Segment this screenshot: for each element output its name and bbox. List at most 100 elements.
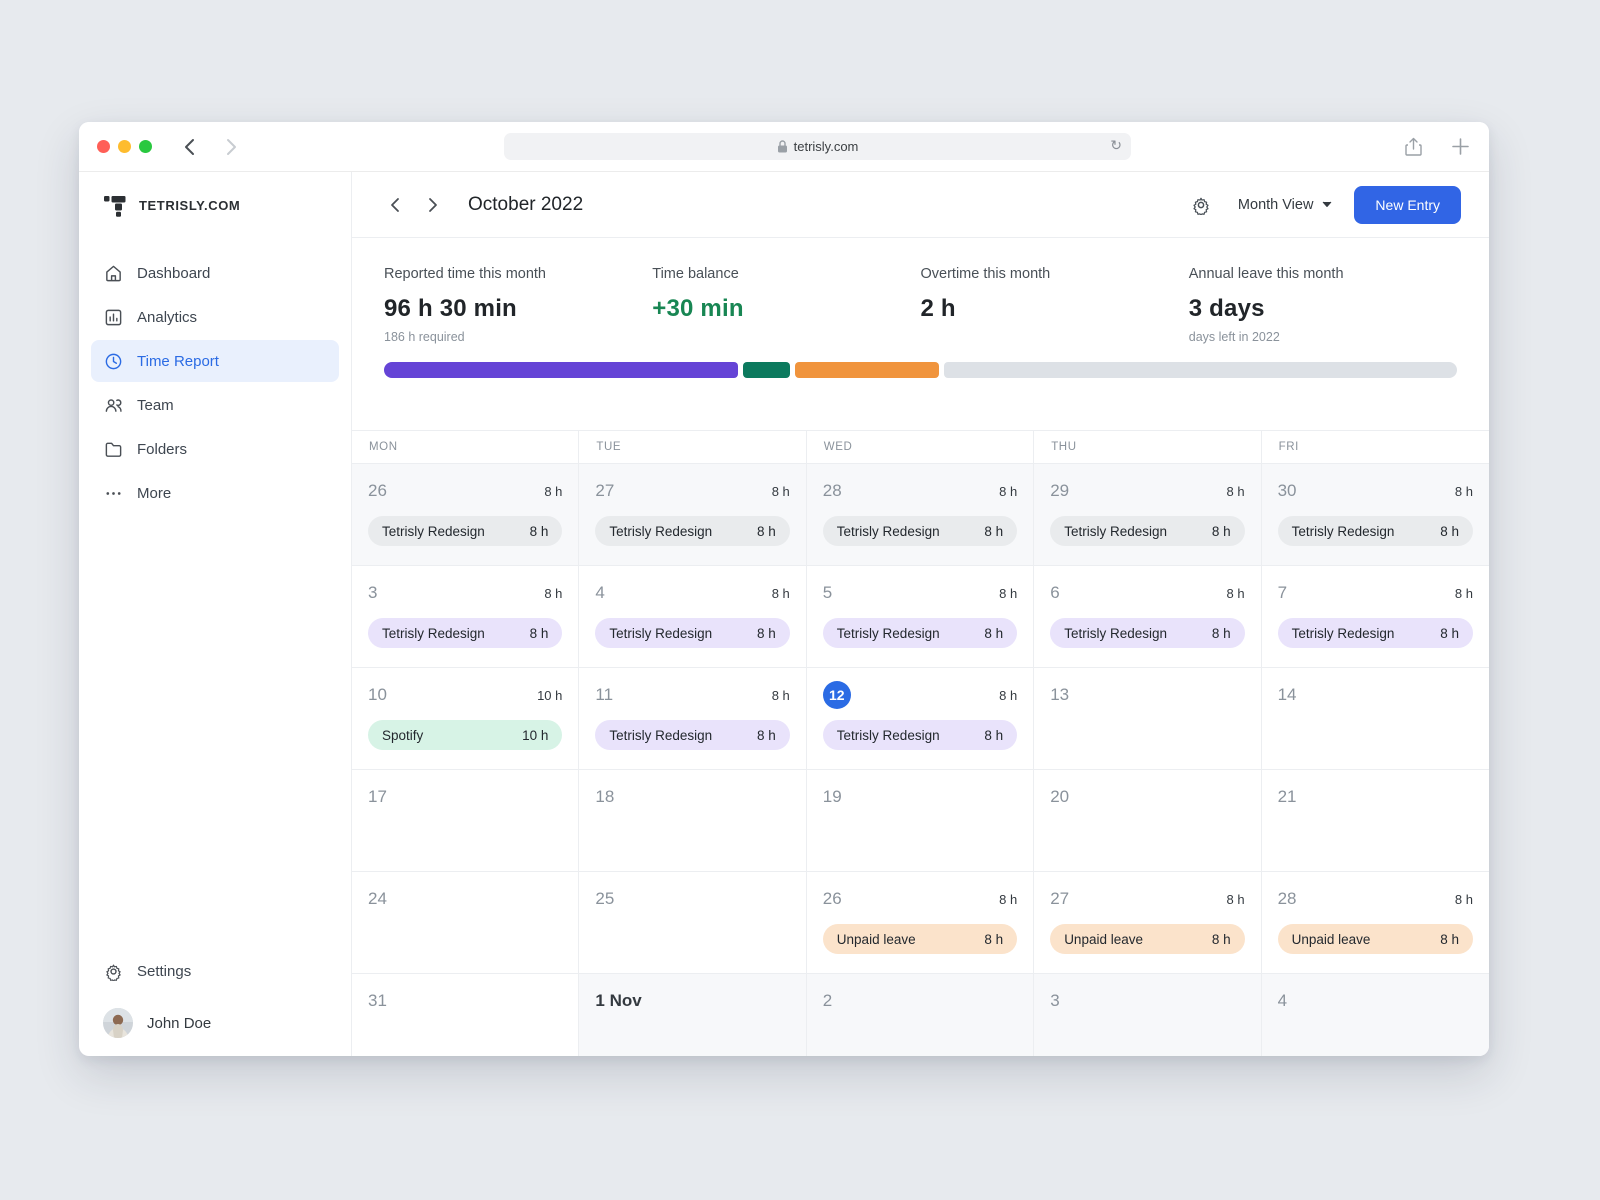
day-total-hours: 8 h xyxy=(544,585,563,601)
progress-segment-reported-time xyxy=(384,362,739,378)
calendar-day-cell[interactable]: 20 xyxy=(1034,770,1262,871)
share-icon[interactable] xyxy=(1405,137,1422,157)
time-entry-pill[interactable]: Tetrisly Redesign 8 h xyxy=(1277,618,1473,648)
day-total-hours: 8 h xyxy=(1226,585,1245,601)
progress-track xyxy=(944,362,1457,378)
calendar-day-cell[interactable]: 2 xyxy=(806,974,1035,1056)
calendar-day-cell[interactable]: 27 8 h Tetrisly Redesign 8 h xyxy=(579,464,807,565)
day-number: 10 xyxy=(368,685,387,704)
entry-project-label: Tetrisly Redesign xyxy=(836,727,940,743)
calendar-day-cell[interactable]: 3 xyxy=(1034,974,1262,1056)
time-entry-pill[interactable]: Tetrisly Redesign 8 h xyxy=(368,618,563,648)
calendar-day-cell[interactable]: 17 xyxy=(352,770,580,871)
calendar-day-cell[interactable]: 18 xyxy=(579,770,807,871)
calendar-day-cell[interactable]: 28 8 h Unpaid leave 8 h xyxy=(1261,872,1489,973)
close-window-button[interactable] xyxy=(97,140,110,153)
sidebar-item-analytics[interactable]: Analytics xyxy=(91,296,339,338)
logo-text: TETRISLY.COM xyxy=(139,197,241,213)
browser-forward-button[interactable] xyxy=(220,136,242,158)
time-entry-pill[interactable]: Tetrisly Redesign 8 h xyxy=(822,618,1018,648)
entry-hours: 10 h xyxy=(522,727,549,743)
minimize-window-button[interactable] xyxy=(118,140,131,153)
calendar-day-cell[interactable]: 14 xyxy=(1261,668,1489,769)
time-entry-pill[interactable]: Tetrisly Redesign 8 h xyxy=(1277,516,1473,546)
calendar-day-cell[interactable]: 5 8 h Tetrisly Redesign 8 h xyxy=(806,566,1035,667)
time-entry-pill[interactable]: Tetrisly Redesign 8 h xyxy=(595,618,790,648)
progress-segment-annual-leave xyxy=(795,362,940,378)
calendar-day-cell[interactable]: 27 8 h Unpaid leave 8 h xyxy=(1034,872,1262,973)
sidebar-item-settings[interactable]: Settings xyxy=(91,950,339,992)
zoom-window-button[interactable] xyxy=(139,140,152,153)
time-entry-pill[interactable]: Unpaid leave 8 h xyxy=(822,924,1018,954)
calendar-day-cell[interactable]: 1 Nov xyxy=(579,974,807,1056)
sidebar-item-folders[interactable]: Folders xyxy=(91,428,339,470)
sidebar-item-more[interactable]: More xyxy=(91,472,339,514)
address-bar[interactable]: tetrisly.com ↻ xyxy=(504,133,1131,160)
time-entry-pill[interactable]: Unpaid leave 8 h xyxy=(1050,924,1245,954)
calendar-day-cell[interactable]: 6 8 h Tetrisly Redesign 8 h xyxy=(1034,566,1262,667)
entry-hours: 8 h xyxy=(1440,523,1459,539)
time-entry-pill[interactable]: Tetrisly Redesign 8 h xyxy=(1050,618,1245,648)
entry-hours: 8 h xyxy=(1211,931,1231,947)
calendar-day-cell[interactable]: 28 8 h Tetrisly Redesign 8 h xyxy=(806,464,1035,565)
calendar-day-cell[interactable]: 7 8 h Tetrisly Redesign 8 h xyxy=(1261,566,1489,667)
day-number: 13 xyxy=(1050,685,1070,704)
browser-back-button[interactable] xyxy=(178,136,200,158)
time-entry-pill[interactable]: Tetrisly Redesign 8 h xyxy=(1050,516,1245,546)
time-entry-pill[interactable]: Tetrisly Redesign 8 h xyxy=(822,516,1018,546)
entry-hours: 8 h xyxy=(984,931,1004,947)
prev-month-button[interactable] xyxy=(380,190,410,220)
stat-value: 2 h xyxy=(920,295,956,322)
stat-value: 3 days xyxy=(1188,295,1265,322)
reload-icon[interactable]: ↻ xyxy=(1110,137,1122,153)
sidebar-item-dashboard[interactable]: Dashboard xyxy=(91,252,339,294)
entry-hours: 8 h xyxy=(757,625,776,641)
entry-project-label: Spotify xyxy=(382,727,424,743)
calendar-day-cell[interactable]: 12 8 h Tetrisly Redesign 8 h xyxy=(806,668,1035,769)
sidebar-item-label: More xyxy=(137,484,172,502)
user-profile[interactable]: John Doe xyxy=(91,1000,339,1038)
entry-hours: 8 h xyxy=(1440,931,1459,947)
calendar-day-cell[interactable]: 30 8 h Tetrisly Redesign 8 h xyxy=(1261,464,1489,565)
calendar-day-cell[interactable]: 13 xyxy=(1034,668,1262,769)
calendar-day-cell[interactable]: 26 8 h Tetrisly Redesign 8 h xyxy=(352,464,580,565)
calendar-day-cell[interactable]: 26 8 h Unpaid leave 8 h xyxy=(806,872,1035,973)
stat-label: Overtime this month xyxy=(920,266,1051,282)
time-entry-pill[interactable]: Spotify 10 h xyxy=(368,720,563,750)
calendar-day-cell[interactable]: 25 xyxy=(579,872,807,973)
calendar-day-cell[interactable]: 4 xyxy=(1261,974,1489,1056)
sidebar-item-label: Time Report xyxy=(137,352,219,370)
day-number: 11 xyxy=(595,685,614,704)
new-tab-icon[interactable] xyxy=(1452,138,1469,155)
day-number: 6 xyxy=(1050,583,1060,602)
calendar-day-cell[interactable]: 24 xyxy=(352,872,580,973)
stat-value: 96 h 30 min xyxy=(384,295,517,322)
time-entry-pill[interactable]: Tetrisly Redesign 8 h xyxy=(595,720,790,750)
calendar-day-cell[interactable]: 11 8 h Tetrisly Redesign 8 h xyxy=(579,668,807,769)
entry-project-label: Tetrisly Redesign xyxy=(1064,625,1167,641)
calendar-day-cell[interactable]: 29 8 h Tetrisly Redesign 8 h xyxy=(1034,464,1262,565)
calendar-day-cell[interactable]: 10 10 h Spotify 10 h xyxy=(352,668,580,769)
calendar-day-cell[interactable]: 3 8 h Tetrisly Redesign 8 h xyxy=(352,566,580,667)
sidebar-item-time-report[interactable]: Time Report xyxy=(91,340,339,382)
stat-label: Annual leave this month xyxy=(1188,266,1344,282)
dots-icon xyxy=(103,483,123,503)
calendar-day-cell[interactable]: 4 8 h Tetrisly Redesign 8 h xyxy=(579,566,807,667)
view-selector-dropdown[interactable]: Month View xyxy=(1238,197,1333,213)
entry-hours: 8 h xyxy=(1440,625,1459,641)
time-entry-pill[interactable]: Tetrisly Redesign 8 h xyxy=(822,720,1018,750)
time-entry-pill[interactable]: Unpaid leave 8 h xyxy=(1277,924,1473,954)
time-entry-pill[interactable]: Tetrisly Redesign 8 h xyxy=(595,516,790,546)
day-number: 4 xyxy=(595,583,605,602)
day-total-hours: 10 h xyxy=(537,687,563,703)
calendar-day-cell[interactable]: 19 xyxy=(806,770,1035,871)
new-entry-button[interactable]: New Entry xyxy=(1354,185,1461,224)
next-month-button[interactable] xyxy=(418,190,448,220)
sidebar-item-team[interactable]: Team xyxy=(91,384,339,426)
app-logo[interactable]: TETRISLY.COM xyxy=(79,172,351,238)
time-entry-pill[interactable]: Tetrisly Redesign 8 h xyxy=(368,516,563,546)
calendar-day-cell[interactable]: 31 xyxy=(352,974,580,1056)
day-number: 5 xyxy=(822,583,833,602)
calendar-day-cell[interactable]: 21 xyxy=(1261,770,1489,871)
calendar-settings-gear-icon[interactable] xyxy=(1186,190,1216,220)
